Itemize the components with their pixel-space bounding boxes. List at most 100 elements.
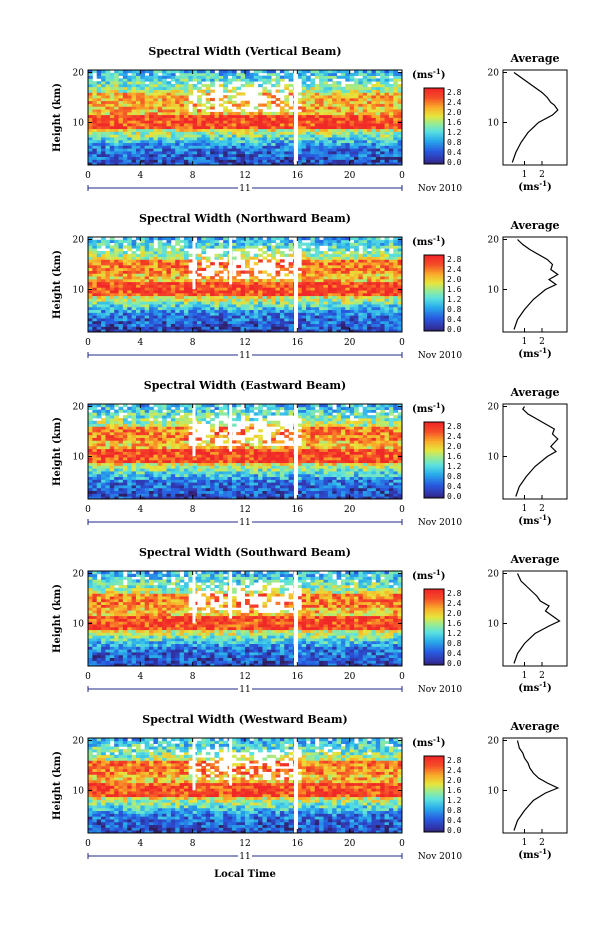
- heatmap-cell: [127, 86, 133, 90]
- heatmap-cell: [327, 273, 333, 277]
- heatmap-cell: [214, 490, 220, 494]
- heatmap-cell: [336, 145, 342, 149]
- heatmap-cell: [231, 278, 237, 283]
- heatmap-cell: [319, 329, 324, 333]
- heatmap-cell: [118, 123, 124, 127]
- heatmap-cell: [210, 487, 215, 492]
- heatmap-cell: [109, 318, 115, 322]
- heatmap-cell: [384, 89, 390, 93]
- heatmap-cell: [332, 89, 337, 93]
- heatmap-cell: [332, 137, 337, 141]
- heatmap-cell: [367, 151, 372, 155]
- heatmap-cell: [157, 295, 163, 299]
- heatmap-cell: [175, 92, 180, 96]
- heatmap-cell: [327, 267, 333, 271]
- heatmap-cell: [345, 237, 351, 241]
- heatmap-cell: [371, 100, 377, 104]
- heatmap-cell: [310, 142, 316, 146]
- heatmap-cell: [101, 131, 106, 135]
- heatmap-cell: [192, 114, 198, 118]
- heatmap-cell: [349, 151, 355, 155]
- heatmap-cell: [122, 290, 128, 294]
- heatmap-cell: [205, 493, 211, 497]
- heatmap-cell: [183, 253, 189, 257]
- heatmap-cell: [223, 487, 228, 492]
- heatmap-cell: [201, 151, 207, 155]
- heatmap-cell: [349, 139, 355, 144]
- heatmap-cell: [349, 256, 355, 260]
- heatmap-cell: [144, 329, 150, 333]
- heatmap-cell: [218, 298, 224, 302]
- heatmap-cell: [397, 159, 403, 163]
- heatmap-cell: [279, 281, 285, 285]
- heatmap-cell: [384, 117, 390, 121]
- heatmap-cell: [310, 242, 316, 246]
- heatmap-cell: [170, 306, 176, 311]
- heatmap-cell: [179, 120, 185, 124]
- colorbar-tick-label: 2.4: [447, 265, 462, 274]
- heatmap-cell: [327, 306, 333, 311]
- heatmap-cell: [88, 78, 93, 82]
- heatmap-cell: [122, 148, 128, 152]
- heatmap-cell: [323, 97, 329, 102]
- heatmap-cell: [127, 490, 133, 494]
- heatmap-cell: [258, 292, 263, 297]
- heatmap-cell: [183, 267, 189, 271]
- heatmap-cell: [362, 128, 368, 132]
- heatmap-cell: [231, 100, 237, 104]
- heatmap-cell: [135, 295, 141, 299]
- heatmap-cell: [240, 242, 246, 246]
- heatmap-cell: [258, 75, 263, 79]
- heatmap-cell: [284, 114, 290, 118]
- heatmap-cell: [310, 256, 316, 260]
- heatmap-cell: [354, 83, 359, 88]
- heatmap-cell: [205, 106, 211, 110]
- heatmap-cell: [183, 142, 189, 146]
- heatmap-cell: [192, 70, 198, 74]
- heatmap-cell: [166, 70, 172, 74]
- heatmap-cell: [266, 284, 272, 288]
- heatmap-cell: [279, 89, 285, 93]
- heatmap-cell: [266, 128, 272, 132]
- data-gap: [294, 70, 299, 165]
- heatmap-cell: [170, 78, 176, 82]
- heatmap-cell: [314, 306, 320, 311]
- heatmap-cell: [258, 70, 263, 74]
- heatmap-cell: [223, 70, 228, 74]
- heatmap-cell: [127, 78, 133, 82]
- heatmap-cell: [92, 298, 98, 302]
- heatmap-cell: [114, 278, 119, 283]
- heatmap-cell: [135, 89, 141, 93]
- heatmap-cell: [288, 245, 294, 249]
- heatmap-cell: [179, 134, 185, 138]
- heatmap-cell: [306, 106, 311, 110]
- heatmap-cell: [323, 276, 329, 280]
- heatmap-cell: [166, 109, 172, 113]
- heatmap-cell: [118, 270, 124, 274]
- heatmap-cell: [375, 264, 381, 269]
- heatmap-cell: [397, 315, 403, 319]
- heatmap-cell: [258, 92, 263, 96]
- heatmap-cell: [245, 496, 250, 500]
- heatmap-cell: [96, 287, 102, 291]
- heatmap-cell: [166, 139, 172, 144]
- heatmap-cell: [327, 148, 333, 152]
- heatmap-cell: [114, 281, 119, 285]
- heatmap-cell: [349, 148, 355, 152]
- heatmap-cell: [345, 75, 351, 79]
- heatmap-cell: [393, 111, 399, 116]
- heatmap-cell: [371, 253, 377, 257]
- colorbar-cell: [424, 162, 444, 165]
- heatmap-cell: [210, 326, 215, 330]
- heatmap-cell: [101, 270, 106, 274]
- heatmap-cell: [358, 487, 364, 492]
- heatmap-cell: [140, 295, 146, 299]
- heatmap-cell: [340, 276, 346, 280]
- heatmap-cell: [240, 151, 246, 155]
- heatmap-cell: [345, 142, 351, 146]
- heatmap-cell: [210, 493, 215, 497]
- heatmap-cell: [179, 103, 185, 107]
- heatmap-cell: [192, 326, 198, 330]
- heatmap-cell: [314, 75, 320, 79]
- heatmap-cell: [223, 237, 228, 241]
